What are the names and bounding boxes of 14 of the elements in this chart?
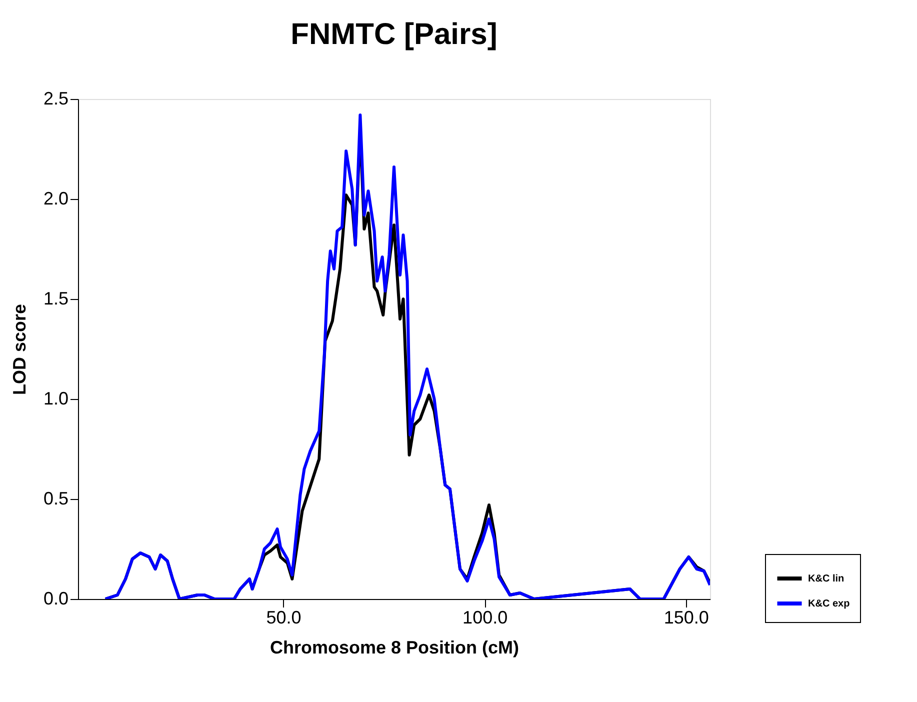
legend-label: K&C exp xyxy=(808,598,850,610)
y-tick-label: 1.5 xyxy=(43,288,68,308)
y-tick-label: 2.0 xyxy=(43,188,68,208)
y-tick-label: 2.5 xyxy=(43,88,68,108)
y-tick-label: 1.0 xyxy=(43,388,68,408)
chart-title: FNMTC [Pairs] xyxy=(290,18,498,51)
y-axis-title: LOD score xyxy=(9,304,30,396)
legend-label: K&C lin xyxy=(808,574,844,584)
x-axis-title: Chromosome 8 Position (cM) xyxy=(270,638,520,658)
x-tick-label: 150.0 xyxy=(664,608,709,628)
x-tick-label: 100.0 xyxy=(462,608,508,628)
y-tick-label: 0.5 xyxy=(43,488,68,508)
y-tick-label: 0.0 xyxy=(43,588,68,608)
x-tick-label: 50.0 xyxy=(266,608,302,628)
